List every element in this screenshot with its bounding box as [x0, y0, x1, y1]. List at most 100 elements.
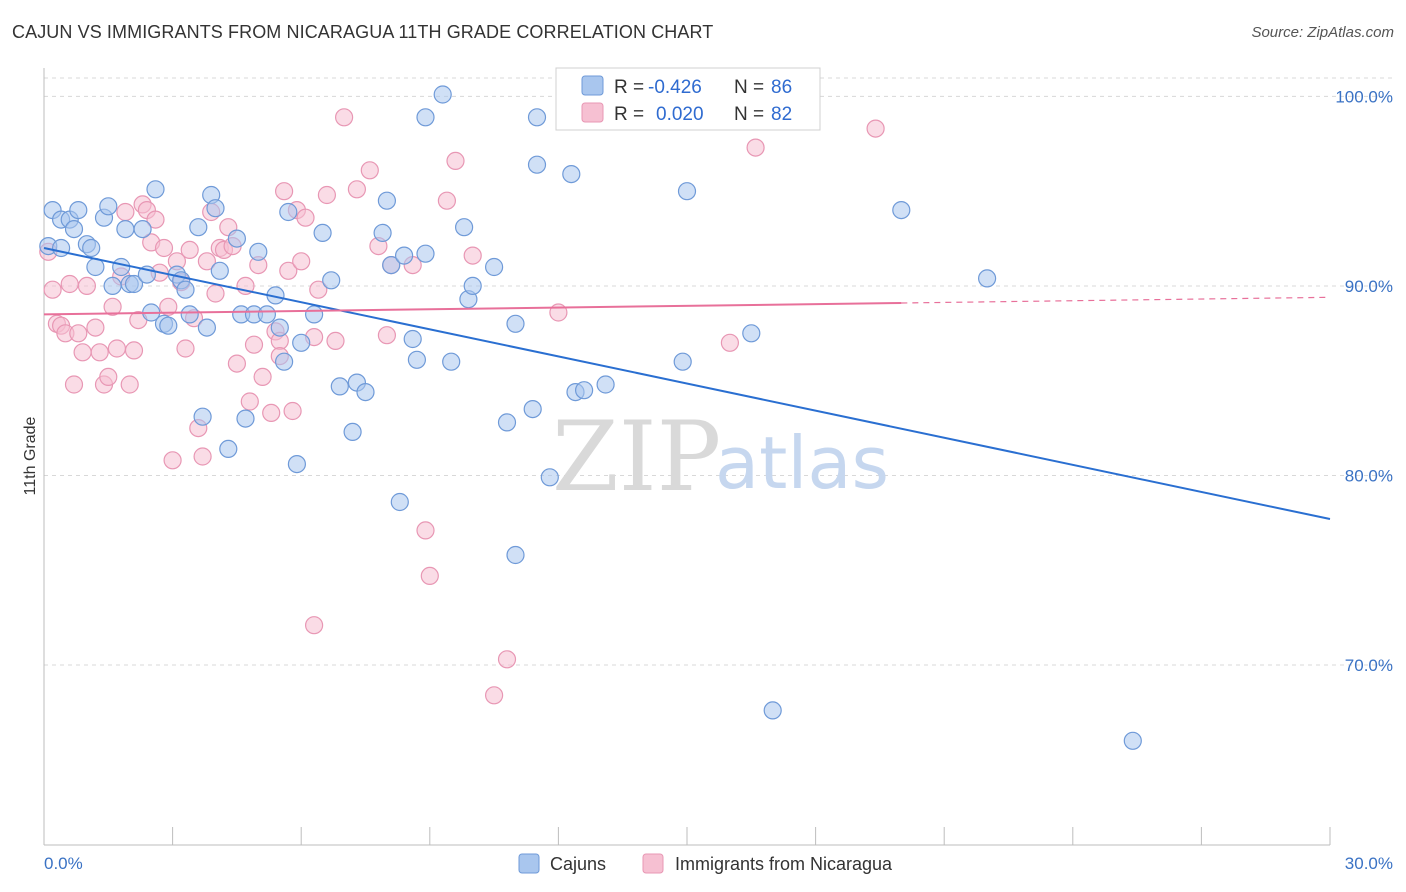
point-cajuns: [69, 201, 88, 220]
legend-n-label-cajuns: N =: [734, 77, 764, 98]
series-nicaragua-points: [39, 108, 885, 705]
point-cajuns: [257, 305, 276, 324]
point-cajuns: [112, 257, 131, 277]
legend-n-value-cajuns: 86: [771, 77, 792, 98]
point-nicaragua: [485, 686, 504, 705]
watermark-atlas: atlas: [715, 421, 889, 505]
point-cajuns: [133, 220, 152, 239]
point-nicaragua: [347, 180, 366, 199]
trend-line-nicaragua: [43, 301, 902, 316]
point-cajuns: [506, 314, 525, 333]
point-cajuns: [193, 407, 212, 426]
x-tick-label-min: 0.0%: [44, 854, 83, 873]
point-nicaragua: [326, 331, 345, 350]
point-cajuns: [442, 352, 461, 371]
point-nicaragua: [497, 650, 517, 669]
point-nicaragua: [206, 284, 225, 303]
point-cajuns: [103, 276, 122, 295]
point-cajuns: [313, 223, 332, 242]
point-cajuns: [403, 329, 422, 349]
series-cajuns-points: [39, 85, 1142, 750]
point-nicaragua: [279, 261, 298, 280]
y-tick-label: 80.0%: [1345, 466, 1393, 485]
point-nicaragua: [244, 335, 264, 354]
point-cajuns: [377, 191, 396, 210]
point-nicaragua: [463, 246, 482, 265]
source-label: Source: ZipAtlas.com: [1251, 24, 1394, 41]
point-cajuns: [977, 269, 997, 288]
point-cajuns: [116, 220, 135, 239]
point-cajuns: [219, 439, 238, 458]
point-cajuns: [146, 180, 165, 199]
point-nicaragua: [159, 297, 178, 316]
legend-r-label-cajuns: R =: [614, 77, 644, 98]
point-nicaragua: [116, 202, 135, 222]
watermark-zip: ZIP: [552, 401, 721, 513]
legend-r-value-cajuns: -0.426: [648, 77, 702, 98]
point-cajuns: [527, 108, 547, 127]
legend-r-label-nicaragua: R =: [614, 104, 644, 125]
point-nicaragua: [283, 401, 302, 421]
point-nicaragua: [253, 367, 272, 386]
point-nicaragua: [107, 339, 127, 358]
point-cajuns: [210, 261, 229, 280]
point-cajuns: [540, 468, 559, 487]
point-cajuns: [527, 155, 547, 174]
point-nicaragua: [275, 182, 294, 201]
y-axis-title: 11th Grade: [22, 416, 39, 495]
point-cajuns: [82, 238, 101, 258]
point-cajuns: [330, 377, 349, 396]
point-nicaragua: [69, 324, 88, 343]
point-nicaragua: [720, 333, 740, 352]
point-cajuns: [596, 375, 615, 394]
legend-top: R = -0.426 N = 86 R = 0.020 N = 82: [555, 67, 821, 131]
point-nicaragua: [416, 521, 435, 540]
point-nicaragua: [360, 161, 379, 180]
legend-swatch-nicaragua: [581, 102, 604, 123]
point-cajuns: [292, 333, 311, 352]
tick-labels: 70.0% 80.0% 90.0% 100.0% 0.0% 30.0%: [44, 87, 1393, 873]
point-cajuns: [373, 223, 392, 242]
point-cajuns: [176, 280, 195, 299]
point-nicaragua: [163, 451, 182, 470]
point-nicaragua: [73, 343, 92, 362]
point-nicaragua: [866, 119, 885, 138]
legend-n-value-nicaragua: 82: [771, 104, 792, 125]
point-cajuns: [485, 257, 504, 277]
trend-line-cajuns: [43, 247, 1331, 521]
point-nicaragua: [746, 138, 765, 157]
point-cajuns: [506, 545, 525, 565]
point-cajuns: [574, 381, 594, 400]
point-cajuns: [356, 383, 375, 402]
point-cajuns: [180, 305, 199, 324]
point-cajuns: [742, 324, 761, 343]
point-nicaragua: [296, 208, 315, 227]
point-nicaragua: [305, 616, 324, 635]
point-cajuns: [159, 316, 178, 335]
point-nicaragua: [99, 367, 118, 386]
point-nicaragua: [317, 185, 336, 205]
point-nicaragua: [64, 375, 84, 394]
point-cajuns: [51, 238, 71, 258]
point-nicaragua: [227, 354, 246, 373]
point-cajuns: [416, 108, 435, 127]
legend-bottom-swatch-nicaragua: [642, 853, 664, 874]
point-nicaragua: [377, 326, 396, 345]
point-nicaragua: [77, 276, 97, 295]
point-nicaragua: [309, 280, 328, 299]
point-cajuns: [275, 352, 294, 371]
point-cajuns: [249, 242, 268, 261]
point-nicaragua: [437, 191, 456, 210]
point-nicaragua: [292, 252, 311, 271]
point-cajuns: [287, 455, 306, 474]
point-cajuns: [892, 201, 911, 220]
point-cajuns: [497, 413, 517, 432]
grid-layer: [44, 77, 1393, 666]
point-nicaragua: [240, 392, 259, 411]
point-nicaragua: [103, 297, 122, 316]
point-cajuns: [463, 276, 482, 295]
point-nicaragua: [43, 280, 62, 299]
point-cajuns: [416, 244, 435, 263]
point-cajuns: [343, 422, 362, 441]
